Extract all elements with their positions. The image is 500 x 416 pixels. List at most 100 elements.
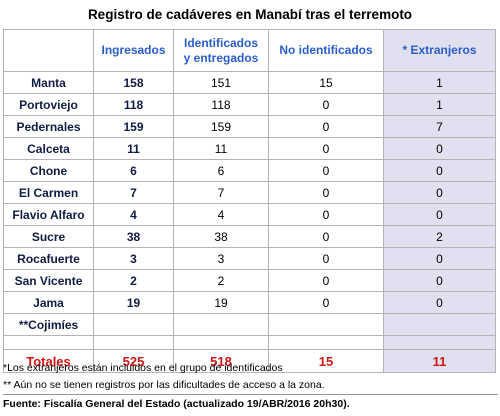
table-row: El Carmen 7 7 0 0 <box>3 181 496 204</box>
identificados-cell: 118 <box>173 93 269 116</box>
identificados-cell: 151 <box>173 71 269 94</box>
extranjeros-cell: 0 <box>383 159 496 182</box>
canton-name: Portoviejo <box>3 93 94 116</box>
identificados-cell: 19 <box>173 291 269 314</box>
header-identificados-line2: y entregados <box>183 50 259 65</box>
separator-line <box>3 394 498 395</box>
no-identificados-cell: 0 <box>268 181 384 204</box>
table-row: Pedernales 159 159 0 7 <box>3 115 496 138</box>
total-ingresados: 525 <box>93 349 174 373</box>
identificados-cell: 3 <box>173 247 269 270</box>
ingresados-cell: 159 <box>93 115 174 138</box>
no-identificados-cell: 15 <box>268 71 384 94</box>
ingresados-cell: 7 <box>93 181 174 204</box>
ingresados-cell: 158 <box>93 71 174 94</box>
table-row: **Cojimíes <box>3 313 496 336</box>
totals-label: Totales <box>3 349 94 373</box>
canton-name: Manta <box>3 71 94 94</box>
table-row: Portoviejo 118 118 0 1 <box>3 93 496 116</box>
canton-name: Sucre <box>3 225 94 248</box>
canton-name: Jama <box>3 291 94 314</box>
no-identificados-cell: 0 <box>268 291 384 314</box>
table-row: San Vicente 2 2 0 0 <box>3 269 496 292</box>
total-no-identificados: 15 <box>268 349 384 373</box>
header-row: Ingresados Identificados y entregados No… <box>3 29 496 72</box>
identificados-cell: 4 <box>173 203 269 226</box>
identificados-cell: 6 <box>173 159 269 182</box>
table-row: Chone 6 6 0 0 <box>3 159 496 182</box>
ingresados-cell: 2 <box>93 269 174 292</box>
spacer-cell <box>173 335 269 350</box>
table-body: Ingresados Identificados y entregados No… <box>3 29 496 373</box>
header-extranjeros: * Extranjeros <box>383 29 496 72</box>
ingresados-cell: 118 <box>93 93 174 116</box>
table-title: Registro de cadáveres en Manabí tras el … <box>87 7 413 22</box>
no-identificados-cell: 0 <box>268 269 384 292</box>
no-identificados-cell <box>268 313 384 336</box>
table-row: Manta 158 151 15 1 <box>3 71 496 94</box>
ingresados-cell: 11 <box>93 137 174 160</box>
header-no-identificados: No identificados <box>268 29 384 72</box>
no-identificados-cell: 0 <box>268 137 384 160</box>
extranjeros-cell: 0 <box>383 203 496 226</box>
identificados-cell <box>173 313 269 336</box>
table-row: Flavio Alfaro 4 4 0 0 <box>3 203 496 226</box>
identificados-cell: 7 <box>173 181 269 204</box>
spacer-cell <box>3 335 94 350</box>
identificados-cell: 38 <box>173 225 269 248</box>
spacer-row <box>3 335 496 350</box>
footnote-cojimies: ** Aún no se tienen registros por las di… <box>3 379 325 391</box>
table-row: Sucre 38 38 0 2 <box>3 225 496 248</box>
canton-name: Pedernales <box>3 115 94 138</box>
header-identificados: Identificados y entregados <box>173 29 269 72</box>
extranjeros-cell: 0 <box>383 137 496 160</box>
ingresados-cell: 4 <box>93 203 174 226</box>
extranjeros-cell: 2 <box>383 225 496 248</box>
identificados-cell: 159 <box>173 115 269 138</box>
ingresados-cell: 19 <box>93 291 174 314</box>
no-identificados-cell: 0 <box>268 247 384 270</box>
ingresados-cell: 38 <box>93 225 174 248</box>
table-row: Calceta 11 11 0 0 <box>3 137 496 160</box>
header-canton-cell <box>3 29 94 72</box>
spacer-cell <box>268 335 384 350</box>
extranjeros-cell: 0 <box>383 181 496 204</box>
ingresados-cell <box>93 313 174 336</box>
extranjeros-cell: 1 <box>383 93 496 116</box>
footnote-extranjeros: *Los extranjeros están incluidos en el g… <box>3 362 283 374</box>
bodies-registry-table: Ingresados Identificados y entregados No… <box>3 29 496 373</box>
canton-name: Rocafuerte <box>3 247 94 270</box>
identificados-cell: 11 <box>173 137 269 160</box>
extranjeros-cell <box>383 313 496 336</box>
canton-name: Flavio Alfaro <box>3 203 94 226</box>
header-identificados-line1: Identificados <box>183 35 258 50</box>
spacer-cell <box>383 335 496 350</box>
ingresados-cell: 6 <box>93 159 174 182</box>
identificados-cell: 2 <box>173 269 269 292</box>
canton-name: Chone <box>3 159 94 182</box>
ingresados-cell: 3 <box>93 247 174 270</box>
extranjeros-cell: 0 <box>383 269 496 292</box>
extranjeros-cell: 0 <box>383 247 496 270</box>
extranjeros-cell: 0 <box>383 291 496 314</box>
spacer-cell <box>93 335 174 350</box>
no-identificados-cell: 0 <box>268 115 384 138</box>
extranjeros-cell: 1 <box>383 71 496 94</box>
table-row: Jama 19 19 0 0 <box>3 291 496 314</box>
source-note: Fuente: Fiscalía General del Estado (act… <box>3 398 350 410</box>
canton-name: **Cojimíes <box>3 313 94 336</box>
totals-row: Totales 525 518 15 11 <box>3 349 496 373</box>
no-identificados-cell: 0 <box>268 203 384 226</box>
total-extranjeros: 11 <box>383 349 496 373</box>
canton-name: Calceta <box>3 137 94 160</box>
footnotes: *Los extranjeros están incluidos en el g… <box>3 360 498 413</box>
no-identificados-cell: 0 <box>268 225 384 248</box>
canton-name: El Carmen <box>3 181 94 204</box>
no-identificados-cell: 0 <box>268 93 384 116</box>
extranjeros-cell: 7 <box>383 115 496 138</box>
no-identificados-cell: 0 <box>268 159 384 182</box>
header-ingresados: Ingresados <box>93 29 174 72</box>
canton-name: San Vicente <box>3 269 94 292</box>
table-row: Rocafuerte 3 3 0 0 <box>3 247 496 270</box>
